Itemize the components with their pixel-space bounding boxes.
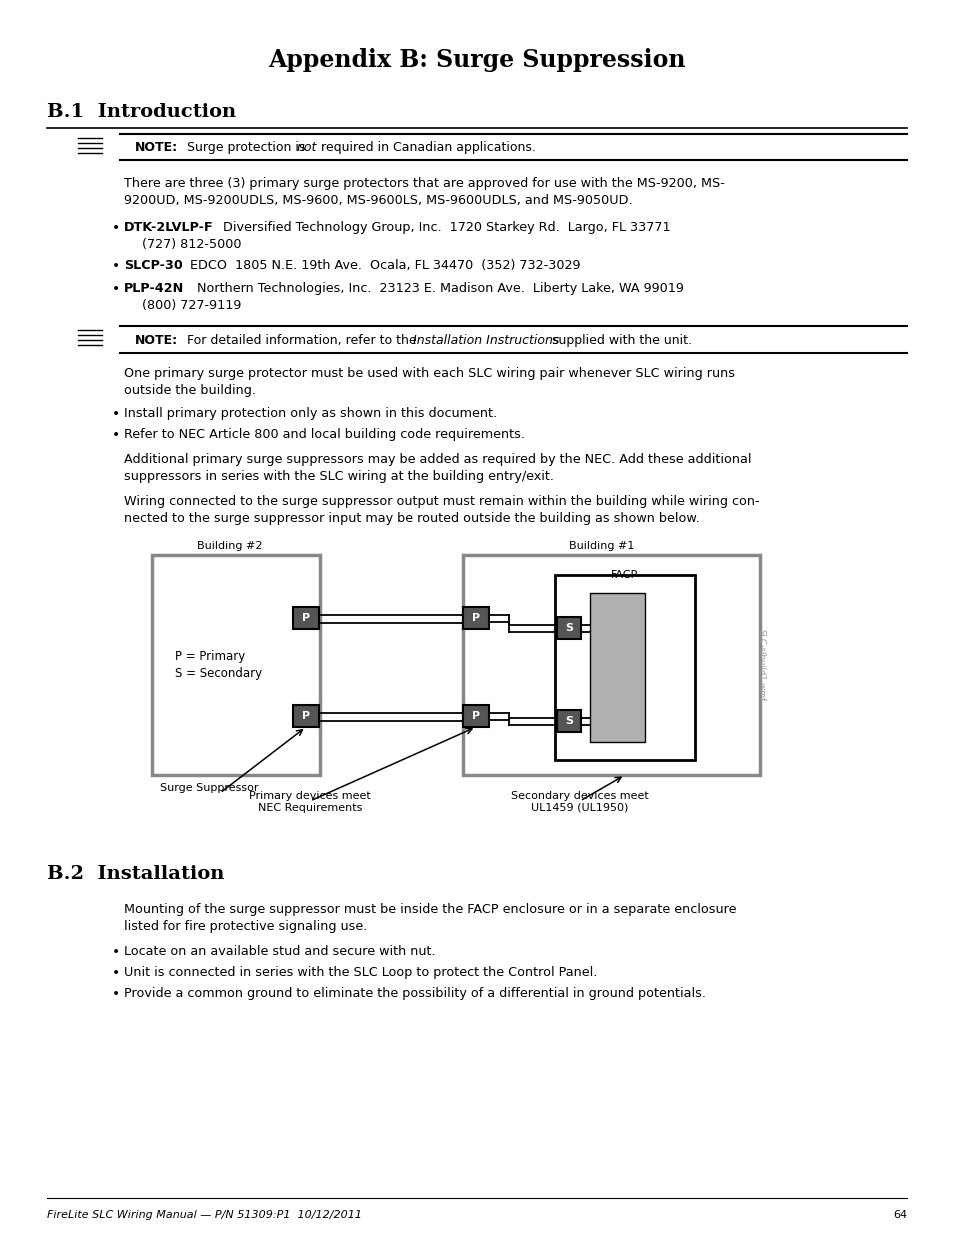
Text: NOTE:: NOTE: bbox=[135, 333, 178, 347]
Text: suppressors in series with the SLC wiring at the building entry/exit.: suppressors in series with the SLC wirin… bbox=[124, 471, 554, 483]
Text: FACP: FACP bbox=[611, 571, 638, 580]
Text: Locate on an available stud and secure with nut.: Locate on an available stud and secure w… bbox=[124, 945, 436, 958]
Text: SLCP-30: SLCP-30 bbox=[124, 259, 183, 272]
Text: •: • bbox=[112, 282, 120, 296]
Text: Install primary protection only as shown in this document.: Install primary protection only as shown… bbox=[124, 408, 497, 420]
Bar bbox=[557, 618, 580, 638]
Text: DTK-2LVLP-F: DTK-2LVLP-F bbox=[124, 221, 213, 233]
Text: (727) 812-5000: (727) 812-5000 bbox=[142, 238, 241, 251]
Text: nected to the surge suppressor input may be routed outside the building as shown: nected to the surge suppressor input may… bbox=[124, 513, 699, 525]
Text: There are three (3) primary surge protectors that are approved for use with the : There are three (3) primary surge protec… bbox=[124, 177, 724, 190]
Text: Secondary devices meet
UL1459 (UL1950): Secondary devices meet UL1459 (UL1950) bbox=[511, 790, 648, 813]
Text: 64: 64 bbox=[892, 1210, 906, 1220]
Text: required in Canadian applications.: required in Canadian applications. bbox=[316, 141, 536, 154]
Text: P: P bbox=[472, 613, 479, 622]
Bar bbox=[462, 606, 489, 629]
Text: Refer to NEC Article 800 and local building code requirements.: Refer to NEC Article 800 and local build… bbox=[124, 429, 524, 441]
Text: P: P bbox=[472, 711, 479, 721]
Text: outside the building.: outside the building. bbox=[124, 384, 255, 396]
Bar bbox=[293, 705, 318, 727]
Text: (800) 727-9119: (800) 727-9119 bbox=[142, 299, 241, 312]
Text: For detailed information, refer to the: For detailed information, refer to the bbox=[179, 333, 420, 347]
Text: Building #2: Building #2 bbox=[197, 541, 262, 551]
Text: P = Primary: P = Primary bbox=[174, 650, 245, 663]
Text: P: P bbox=[301, 711, 310, 721]
Bar bbox=[293, 606, 318, 629]
Bar bbox=[555, 576, 695, 760]
Bar bbox=[152, 555, 319, 776]
Text: supplied with the unit.: supplied with the unit. bbox=[547, 333, 691, 347]
Text: EDCO  1805 N.E. 19th Ave.  Ocala, FL 34470  (352) 732-3029: EDCO 1805 N.E. 19th Ave. Ocala, FL 34470… bbox=[173, 259, 579, 272]
Text: B.2  Installation: B.2 Installation bbox=[47, 864, 224, 883]
Text: Wiring connected to the surge suppressor output must remain within the building : Wiring connected to the surge suppressor… bbox=[124, 495, 759, 508]
Text: S: S bbox=[564, 622, 573, 634]
Text: •: • bbox=[112, 221, 120, 235]
Bar bbox=[462, 555, 760, 776]
Text: Building #1: Building #1 bbox=[569, 541, 634, 551]
Text: Unit is connected in series with the SLC Loop to protect the Control Panel.: Unit is connected in series with the SLC… bbox=[124, 966, 597, 979]
Text: •: • bbox=[112, 259, 120, 273]
Bar bbox=[557, 710, 580, 732]
Text: Northern Technologies, Inc.  23123 E. Madison Ave.  Liberty Lake, WA 99019: Northern Technologies, Inc. 23123 E. Mad… bbox=[181, 282, 683, 295]
Text: •: • bbox=[112, 408, 120, 421]
Text: •: • bbox=[112, 945, 120, 960]
Text: Surge Suppressor: Surge Suppressor bbox=[160, 783, 258, 793]
Text: not: not bbox=[296, 141, 317, 154]
Text: PLP-42N: PLP-42N bbox=[124, 282, 184, 295]
Text: 9200UD, MS-9200UDLS, MS-9600, MS-9600LS, MS-9600UDLS, and MS-9050UD.: 9200UD, MS-9200UDLS, MS-9600, MS-9600LS,… bbox=[124, 194, 632, 207]
Text: Diversified Technology Group, Inc.  1720 Starkey Rd.  Largo, FL 33771: Diversified Technology Group, Inc. 1720 … bbox=[207, 221, 670, 233]
Text: Installation Instructions: Installation Instructions bbox=[413, 333, 558, 347]
Text: S = Secondary: S = Secondary bbox=[174, 667, 262, 680]
Text: NOTE:: NOTE: bbox=[135, 141, 178, 154]
Text: SLC-slbuild1.wmf: SLC-slbuild1.wmf bbox=[757, 629, 765, 701]
Text: •: • bbox=[112, 987, 120, 1002]
Text: Mounting of the surge suppressor must be inside the FACP enclosure or in a separ: Mounting of the surge suppressor must be… bbox=[124, 903, 736, 916]
Text: S: S bbox=[564, 716, 573, 726]
Text: Appendix B: Surge Suppression: Appendix B: Surge Suppression bbox=[268, 48, 685, 72]
Text: Provide a common ground to eliminate the possibility of a differential in ground: Provide a common ground to eliminate the… bbox=[124, 987, 705, 1000]
Text: Additional primary surge suppressors may be added as required by the NEC. Add th: Additional primary surge suppressors may… bbox=[124, 453, 751, 466]
Text: Surge protection is: Surge protection is bbox=[179, 141, 309, 154]
Bar bbox=[589, 593, 644, 742]
Text: •: • bbox=[112, 966, 120, 981]
Text: B.1  Introduction: B.1 Introduction bbox=[47, 103, 236, 121]
Text: listed for fire protective signaling use.: listed for fire protective signaling use… bbox=[124, 920, 367, 932]
Text: P: P bbox=[301, 613, 310, 622]
Bar bbox=[462, 705, 489, 727]
Text: Primary devices meet
NEC Requirements: Primary devices meet NEC Requirements bbox=[249, 790, 371, 813]
Text: FireLite SLC Wiring Manual — P/N 51309:P1  10/12/2011: FireLite SLC Wiring Manual — P/N 51309:P… bbox=[47, 1210, 361, 1220]
Text: •: • bbox=[112, 429, 120, 442]
Text: One primary surge protector must be used with each SLC wiring pair whenever SLC : One primary surge protector must be used… bbox=[124, 367, 734, 380]
